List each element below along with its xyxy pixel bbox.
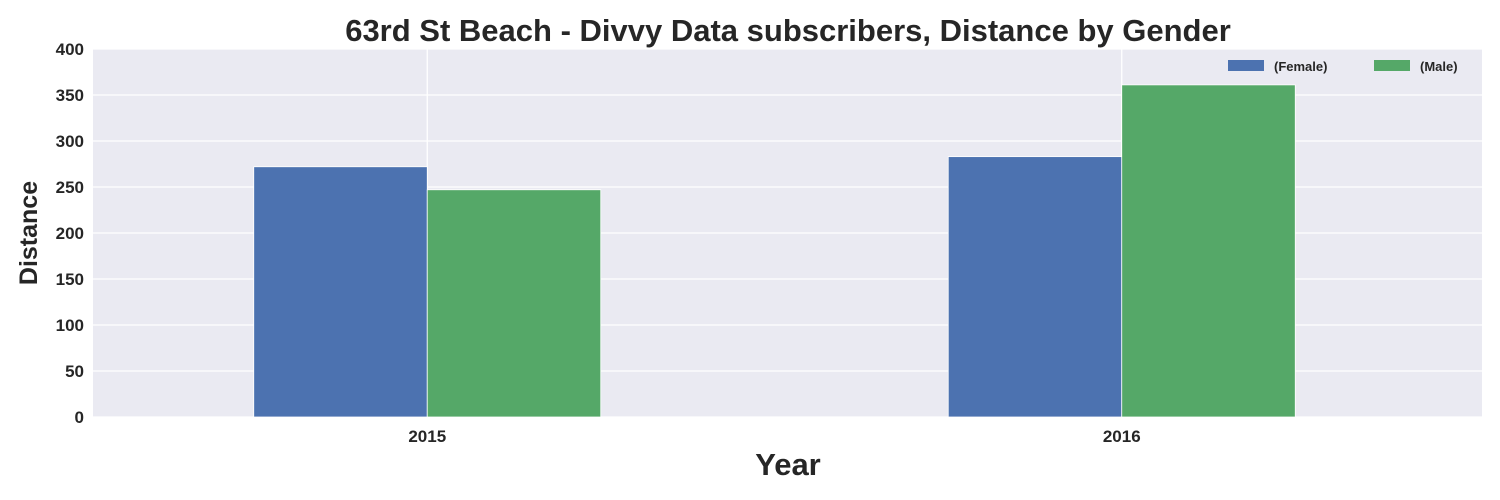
bars bbox=[253, 84, 1296, 418]
legend-swatch bbox=[1228, 60, 1264, 71]
y-tick-labels: 0 50 100 150 200 250 300 350 400 bbox=[56, 40, 84, 427]
x-tick-label: 2015 bbox=[408, 427, 446, 446]
x-tick-label: 2016 bbox=[1103, 427, 1141, 446]
legend-label: (Female) bbox=[1274, 59, 1327, 74]
legend-label: (Male) bbox=[1420, 59, 1458, 74]
bar-2016-1 bbox=[1121, 84, 1296, 418]
bar-2015-1 bbox=[426, 189, 602, 418]
y-tick-label: 400 bbox=[56, 40, 84, 59]
y-axis-label: Distance bbox=[15, 181, 43, 285]
y-tick-label: 100 bbox=[56, 316, 84, 335]
x-tick-labels: 2015 2016 bbox=[408, 427, 1140, 446]
y-tick-label: 250 bbox=[56, 178, 84, 197]
x-axis-label: Year bbox=[755, 447, 821, 482]
y-tick-label: 50 bbox=[65, 362, 84, 381]
chart-title: 63rd St Beach - Divvy Data subscribers, … bbox=[345, 13, 1231, 48]
legend: (Female) (Male) bbox=[1228, 59, 1458, 74]
bar-2016-0 bbox=[947, 156, 1123, 418]
y-tick-label: 200 bbox=[56, 224, 84, 243]
bar-2015-0 bbox=[253, 166, 428, 418]
y-tick-label: 300 bbox=[56, 132, 84, 151]
y-tick-label: 350 bbox=[56, 86, 84, 105]
y-tick-label: 150 bbox=[56, 270, 84, 289]
legend-swatch bbox=[1374, 60, 1410, 71]
y-tick-label: 0 bbox=[75, 408, 84, 427]
